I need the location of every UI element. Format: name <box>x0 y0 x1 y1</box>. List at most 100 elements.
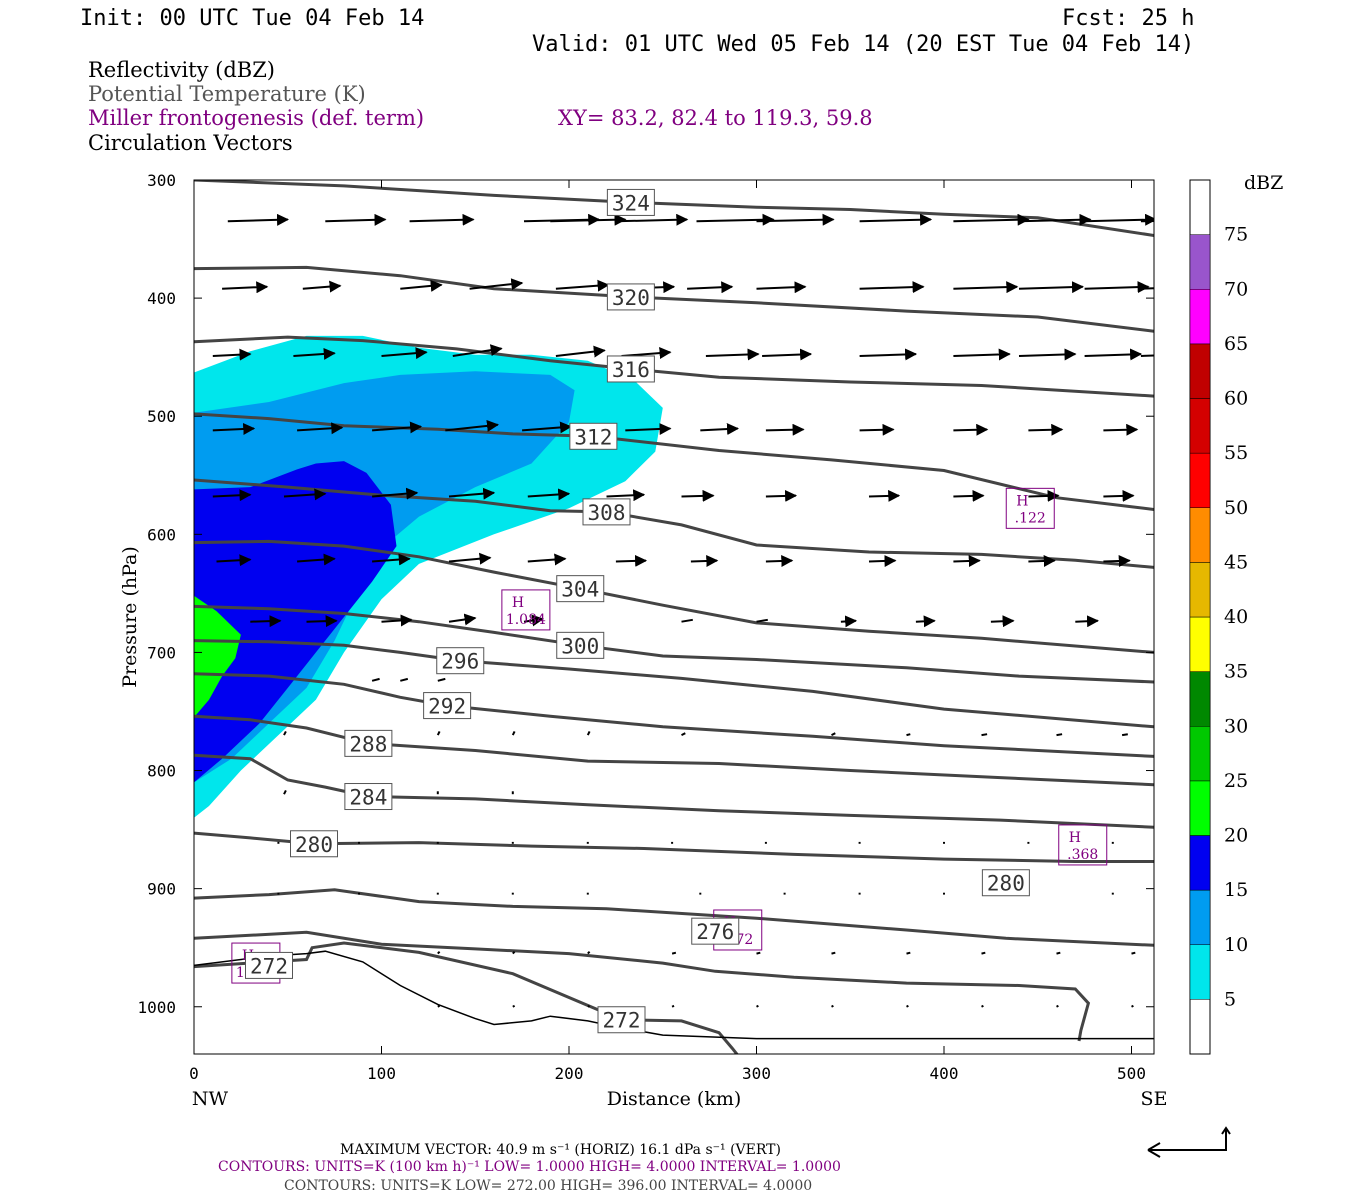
circulation-vector <box>586 730 591 736</box>
circulation-vector <box>527 553 567 566</box>
theta-label-272: 272 <box>597 1006 646 1034</box>
colorbar-tick-label: 15 <box>1224 879 1248 901</box>
frontogenesis-max-0: H1.084 <box>501 589 551 631</box>
circulation-vector <box>981 1004 984 1008</box>
colorbar-tick-label: 50 <box>1224 497 1248 519</box>
circulation-vector <box>756 281 807 294</box>
y-tick-label: 800 <box>147 762 176 781</box>
circulation-vector <box>371 677 380 682</box>
circulation-vector <box>953 281 1019 294</box>
y-tick-label: 700 <box>147 643 176 662</box>
circulation-vector <box>452 344 503 357</box>
circulation-vector <box>523 614 544 627</box>
colorbar-swatch-10 <box>1189 889 1211 945</box>
theta-contour-280 <box>194 888 1154 947</box>
circulation-vector <box>222 281 269 294</box>
circulation-vector <box>1056 733 1063 737</box>
theta-label-280: 280 <box>290 830 338 858</box>
colorbar-swatch-25 <box>1189 726 1211 782</box>
circulation-vector <box>381 347 428 360</box>
circulation-vector <box>859 281 925 294</box>
circulation-vector <box>1056 1004 1059 1008</box>
footer-contours-frontogenesis: CONTOURS: UNITS=K (100 km h)⁻¹ LOW= 1.00… <box>218 1159 841 1175</box>
theta-label-284: 284 <box>344 783 393 811</box>
x-tick-label: 0 <box>189 1064 199 1083</box>
colorbar: 5 10 15 20 25 30 35 40 45 50 55 60 65 70 75 <box>1189 179 1248 1055</box>
colorbar-tick-label: 55 <box>1224 442 1248 464</box>
circulation-vector <box>283 789 287 795</box>
svg-text:312: 312 <box>574 425 612 449</box>
colorbar-tick-label: 75 <box>1224 224 1248 246</box>
svg-text:292: 292 <box>428 695 466 719</box>
y-axis-label: Pressure (hPa) <box>119 546 141 688</box>
circulation-vector <box>372 487 419 500</box>
circulation-vector <box>1028 489 1060 502</box>
circulation-vector <box>437 1004 441 1008</box>
axes: 300 400 500 600 700 800 900 1000 0 100 200 300 400 50… <box>137 171 1154 1083</box>
forecast-hour: Fcst: 25 h <box>1062 6 1194 31</box>
circulation-vector <box>606 489 646 502</box>
svg-text:300: 300 <box>561 634 599 658</box>
circulation-vector <box>671 951 677 955</box>
circulation-vector <box>306 615 338 628</box>
circulation-vector <box>283 488 327 501</box>
frontogenesis-max-1: H.122 <box>1005 487 1055 529</box>
circulation-vector <box>981 951 986 955</box>
colorbar-swatch-5 <box>1189 944 1211 1000</box>
svg-text:288: 288 <box>349 732 387 756</box>
terrain <box>194 950 1154 1040</box>
svg-text:316: 316 <box>612 358 650 382</box>
circulation-vector <box>1018 213 1092 226</box>
theta-label-308: 308 <box>582 498 631 526</box>
circulation-vector <box>765 554 794 567</box>
theta-label-280: 280 <box>981 869 1030 897</box>
circulation-vector <box>372 421 423 434</box>
circulation-vector <box>868 554 897 567</box>
circulation-vector <box>587 1004 591 1008</box>
circulation-vector <box>400 279 443 292</box>
circulation-vector <box>227 213 289 226</box>
circulation-vector <box>681 618 693 623</box>
theta-label-296: 296 <box>436 647 485 675</box>
circulation-vector <box>283 730 287 736</box>
colorbar-swatch-20 <box>1189 780 1211 836</box>
circulation-vector <box>297 422 344 435</box>
colorbar-tick-label: 5 <box>1224 988 1236 1010</box>
theta-label-316: 316 <box>606 355 655 383</box>
theta-contour-288 <box>194 714 1154 787</box>
circulation-vector <box>212 489 252 502</box>
colorbar-tick-label: 35 <box>1224 661 1248 683</box>
svg-text:1.084: 1.084 <box>506 612 546 628</box>
circulation-vector <box>762 348 813 361</box>
circulation-vector <box>250 615 282 628</box>
circulation-vector <box>625 422 672 435</box>
init-time: Init: 00 UTC Tue 04 Feb 14 <box>80 6 424 31</box>
xy-endpoints: XY= 83.2, 82.4 to 119.3, 59.8 <box>558 106 873 130</box>
circulation-vector <box>756 213 835 226</box>
frontogenesis-max-2: H.368 <box>1058 824 1108 866</box>
theta-contour-320 <box>194 265 1154 333</box>
circulation-vector <box>756 951 761 955</box>
circulation-vector <box>756 1004 759 1008</box>
footer-contours-theta: CONTOURS: UNITS=K LOW= 272.00 HIGH= 396.… <box>284 1178 812 1194</box>
circulation-vector <box>1075 615 1099 628</box>
colorbar-swatch-15 <box>1189 835 1211 891</box>
vectors-title: Circulation Vectors <box>88 131 293 155</box>
y-tick-label: 600 <box>147 525 176 544</box>
circulation-vector <box>696 213 775 226</box>
circulation-vector <box>1028 423 1064 436</box>
colorbar-swatch-35 <box>1189 616 1211 672</box>
circulation-vector <box>550 213 627 226</box>
svg-text:304: 304 <box>561 578 599 602</box>
circulation-vector <box>681 489 715 502</box>
x-axis-right-label: SE <box>1141 1088 1168 1110</box>
y-tick-label: 300 <box>147 171 176 190</box>
theta-contour-308 <box>194 478 1154 569</box>
theta-contour-316 <box>194 335 1154 398</box>
circulation-vector <box>469 278 524 291</box>
theta-label-320: 320 <box>606 283 655 311</box>
circulation-vector <box>448 552 492 565</box>
y-tick-label: 500 <box>147 407 176 426</box>
svg-text:.368: .368 <box>1067 847 1098 863</box>
theta-contour-324 <box>194 180 1154 237</box>
